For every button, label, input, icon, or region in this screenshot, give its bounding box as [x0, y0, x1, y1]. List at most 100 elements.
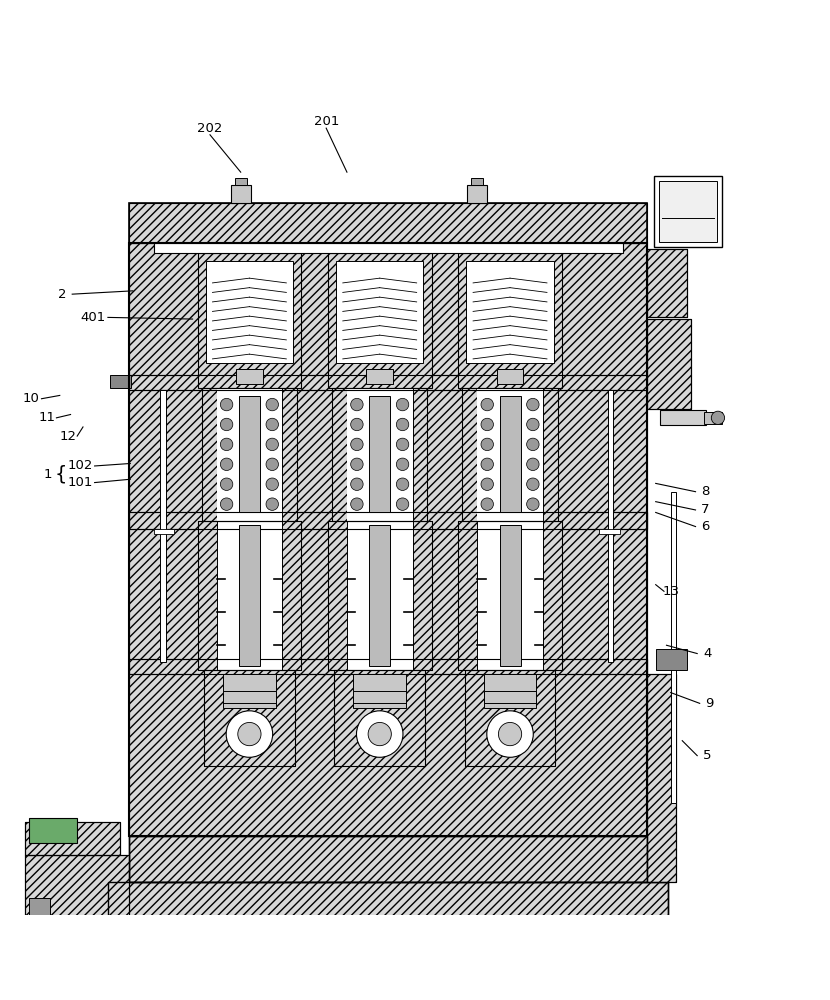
- Text: 10: 10: [22, 392, 39, 405]
- Circle shape: [266, 458, 279, 471]
- Bar: [235, 178, 247, 185]
- Bar: [332, 388, 427, 521]
- Bar: [647, 319, 691, 409]
- Bar: [239, 396, 260, 512]
- Bar: [477, 521, 543, 670]
- Bar: [366, 369, 393, 384]
- Bar: [29, 898, 50, 915]
- Bar: [29, 818, 77, 843]
- Circle shape: [221, 498, 232, 510]
- Bar: [236, 369, 263, 384]
- Circle shape: [221, 438, 232, 451]
- Text: 12: 12: [60, 430, 76, 443]
- Circle shape: [226, 711, 272, 757]
- Bar: [484, 674, 536, 708]
- Text: 13: 13: [662, 585, 679, 598]
- Bar: [660, 410, 706, 425]
- Bar: [647, 674, 676, 882]
- Bar: [154, 529, 174, 534]
- Bar: [129, 375, 647, 390]
- Bar: [332, 388, 347, 521]
- Text: 102: 102: [68, 459, 93, 472]
- Circle shape: [266, 438, 279, 451]
- Bar: [500, 396, 520, 512]
- Bar: [4, 975, 50, 1000]
- Bar: [647, 249, 687, 317]
- Circle shape: [527, 478, 540, 490]
- Bar: [129, 243, 647, 836]
- Bar: [467, 185, 487, 203]
- Bar: [458, 521, 562, 670]
- Bar: [198, 521, 301, 670]
- Bar: [599, 529, 620, 534]
- Bar: [129, 836, 647, 882]
- Circle shape: [221, 458, 232, 471]
- Bar: [369, 396, 390, 512]
- Circle shape: [498, 722, 522, 746]
- Circle shape: [527, 398, 540, 411]
- Circle shape: [221, 398, 232, 411]
- Bar: [704, 412, 722, 424]
- Circle shape: [527, 438, 540, 451]
- Circle shape: [397, 458, 409, 471]
- Text: 101: 101: [68, 476, 93, 489]
- Bar: [466, 261, 554, 363]
- Bar: [282, 388, 297, 521]
- Bar: [465, 670, 555, 766]
- Bar: [462, 388, 558, 521]
- Bar: [328, 253, 432, 388]
- Circle shape: [237, 722, 261, 746]
- Text: 202: 202: [198, 122, 222, 135]
- Bar: [671, 492, 676, 803]
- Text: 401: 401: [81, 311, 105, 324]
- Bar: [4, 987, 25, 1000]
- Text: 5: 5: [703, 749, 711, 762]
- Bar: [108, 882, 668, 919]
- Bar: [328, 521, 432, 670]
- Circle shape: [397, 478, 409, 490]
- Bar: [223, 674, 276, 708]
- Text: 7: 7: [701, 503, 710, 516]
- Bar: [12, 923, 62, 940]
- Bar: [334, 670, 425, 766]
- Bar: [217, 521, 282, 670]
- Bar: [543, 388, 558, 521]
- Bar: [354, 674, 406, 708]
- Circle shape: [351, 498, 364, 510]
- Circle shape: [351, 458, 364, 471]
- Circle shape: [481, 498, 494, 510]
- Bar: [129, 243, 647, 836]
- Circle shape: [527, 458, 540, 471]
- Bar: [347, 521, 413, 670]
- Bar: [484, 691, 536, 703]
- Bar: [654, 176, 722, 247]
- Bar: [458, 521, 562, 670]
- Text: 1: 1: [44, 468, 52, 481]
- Bar: [95, 962, 681, 1000]
- Circle shape: [351, 438, 364, 451]
- Bar: [202, 388, 297, 521]
- Circle shape: [481, 438, 494, 451]
- Bar: [217, 388, 282, 521]
- Circle shape: [397, 438, 409, 451]
- Text: 9: 9: [706, 697, 714, 710]
- Bar: [477, 388, 543, 521]
- Bar: [25, 855, 129, 923]
- Bar: [25, 822, 120, 855]
- Bar: [328, 521, 432, 670]
- Circle shape: [266, 498, 279, 510]
- Bar: [198, 253, 301, 388]
- Text: {: {: [55, 465, 66, 484]
- Bar: [129, 203, 647, 243]
- Bar: [25, 822, 120, 855]
- Bar: [198, 521, 301, 670]
- Text: 11: 11: [39, 411, 56, 424]
- Bar: [129, 659, 647, 674]
- Bar: [223, 691, 276, 703]
- Bar: [206, 261, 293, 363]
- Bar: [202, 388, 217, 521]
- Bar: [162, 919, 614, 962]
- Bar: [369, 525, 390, 666]
- Bar: [204, 670, 295, 766]
- Circle shape: [481, 478, 494, 490]
